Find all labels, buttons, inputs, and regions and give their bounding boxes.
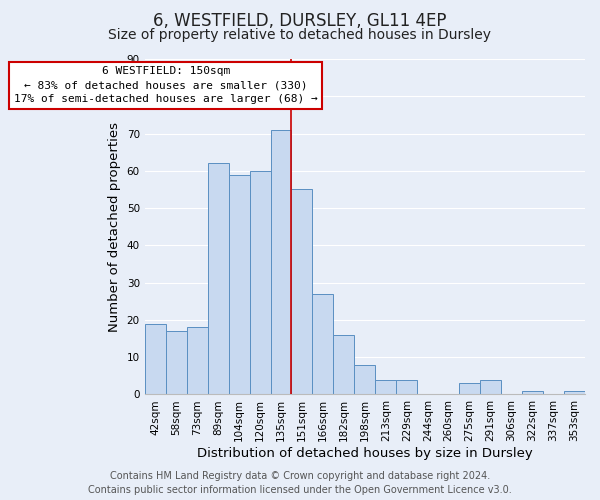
Bar bbox=[313, 294, 334, 394]
Bar bbox=[459, 384, 480, 394]
Text: 6 WESTFIELD: 150sqm
← 83% of detached houses are smaller (330)
17% of semi-detac: 6 WESTFIELD: 150sqm ← 83% of detached ho… bbox=[14, 66, 317, 104]
Text: Contains HM Land Registry data © Crown copyright and database right 2024.
Contai: Contains HM Land Registry data © Crown c… bbox=[88, 471, 512, 495]
Bar bbox=[229, 174, 250, 394]
Text: 6, WESTFIELD, DURSLEY, GL11 4EP: 6, WESTFIELD, DURSLEY, GL11 4EP bbox=[153, 12, 447, 30]
Bar bbox=[522, 390, 543, 394]
Bar bbox=[376, 380, 397, 394]
Y-axis label: Number of detached properties: Number of detached properties bbox=[108, 122, 121, 332]
Bar bbox=[166, 331, 187, 394]
Bar bbox=[334, 335, 355, 394]
Bar bbox=[271, 130, 292, 394]
Bar bbox=[145, 324, 166, 394]
Bar bbox=[397, 380, 417, 394]
Bar bbox=[292, 190, 313, 394]
Bar bbox=[564, 390, 585, 394]
X-axis label: Distribution of detached houses by size in Dursley: Distribution of detached houses by size … bbox=[197, 447, 533, 460]
Text: Size of property relative to detached houses in Dursley: Size of property relative to detached ho… bbox=[109, 28, 491, 42]
Bar bbox=[250, 171, 271, 394]
Bar bbox=[187, 328, 208, 394]
Bar bbox=[355, 364, 376, 394]
Bar bbox=[480, 380, 501, 394]
Bar bbox=[208, 164, 229, 394]
